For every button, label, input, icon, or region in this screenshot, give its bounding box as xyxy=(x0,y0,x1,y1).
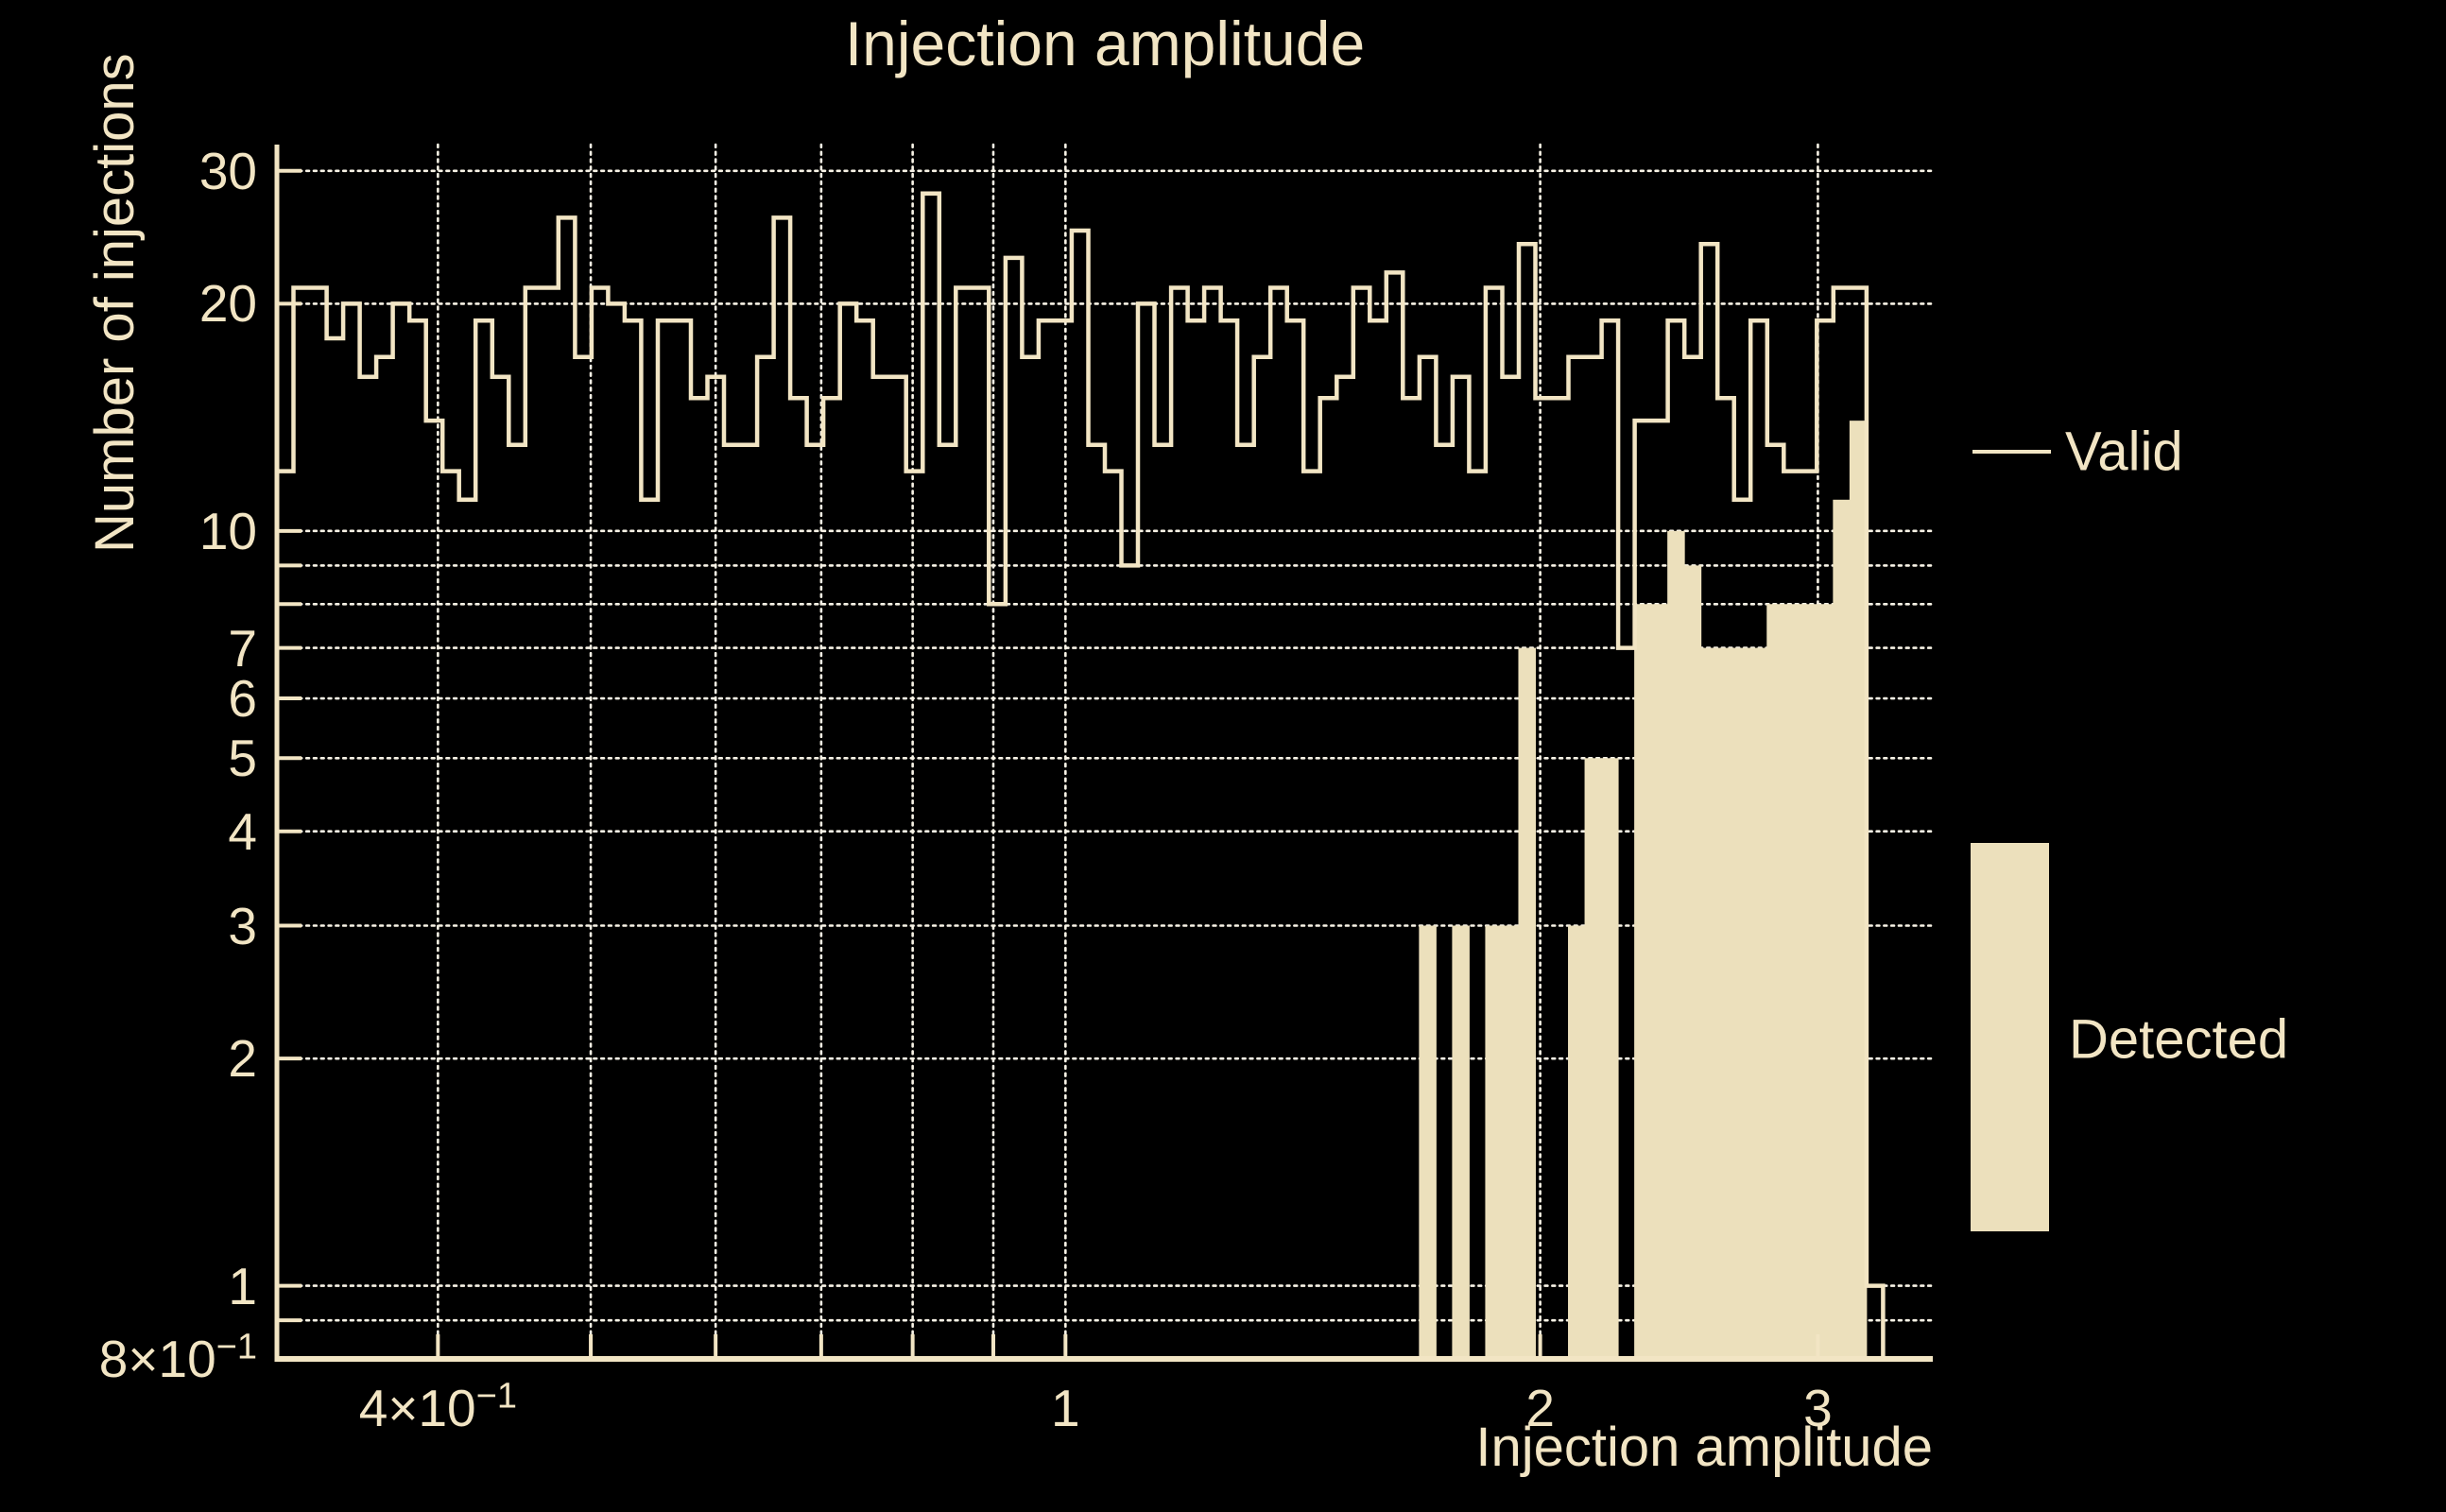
y-tick-label: 8×10−1 xyxy=(98,1327,257,1388)
detected-bar xyxy=(1700,647,1718,1359)
detected-bar xyxy=(1766,604,1784,1359)
detected-bar xyxy=(1833,499,1851,1359)
y-tick-label: 4 xyxy=(228,801,257,861)
detected-bar xyxy=(1800,604,1817,1359)
y-tick-label: 3 xyxy=(228,896,257,955)
detected-bar xyxy=(1518,647,1536,1359)
y-tick-label: 1 xyxy=(228,1256,257,1315)
detected-bar xyxy=(1749,647,1768,1359)
detected-bar xyxy=(1485,925,1503,1359)
y-tick-label: 10 xyxy=(198,501,257,560)
x-tick-label: 2 xyxy=(1525,1379,1555,1437)
detected-bar xyxy=(1634,604,1652,1359)
y-tick-label: 6 xyxy=(228,669,257,729)
y-axis-title: Number of injections xyxy=(84,53,146,553)
x-tick-label: 3 xyxy=(1803,1379,1833,1437)
detected-bar xyxy=(1650,604,1669,1359)
detected-bar xyxy=(1849,421,1868,1359)
detected-bar xyxy=(1601,758,1619,1359)
detected-bar xyxy=(1716,647,1735,1359)
x-tick-label: 1 xyxy=(1051,1379,1080,1437)
x-tick-label: 4×10−1 xyxy=(358,1376,517,1437)
legend-detected-box-marker xyxy=(1971,843,2049,1231)
x-axis-title: Injection amplitude xyxy=(1475,1417,1933,1478)
detected-bar xyxy=(1683,565,1702,1359)
y-tick-label: 7 xyxy=(228,618,257,678)
y-tick-label: 30 xyxy=(198,141,257,200)
detected-bar xyxy=(1667,530,1685,1359)
detected-bar xyxy=(1452,925,1470,1359)
y-tick-label: 5 xyxy=(228,729,257,788)
detected-bar xyxy=(1816,604,1834,1359)
legend-valid-label: Valid xyxy=(2065,421,2183,483)
detected-bar xyxy=(1584,758,1603,1359)
detected-bar xyxy=(1568,925,1586,1359)
y-tick-label: 2 xyxy=(228,1029,257,1089)
detected-bar xyxy=(1419,925,1437,1359)
legend-detected-label: Detected xyxy=(2069,1008,2289,1071)
chart-title: Injection amplitude xyxy=(844,9,1366,78)
detected-bar xyxy=(1501,925,1520,1359)
valid-step-line xyxy=(277,191,1933,1362)
y-tick-label: 20 xyxy=(198,274,257,334)
detected-bar xyxy=(1733,647,1751,1359)
detected-bar xyxy=(1783,604,1801,1359)
